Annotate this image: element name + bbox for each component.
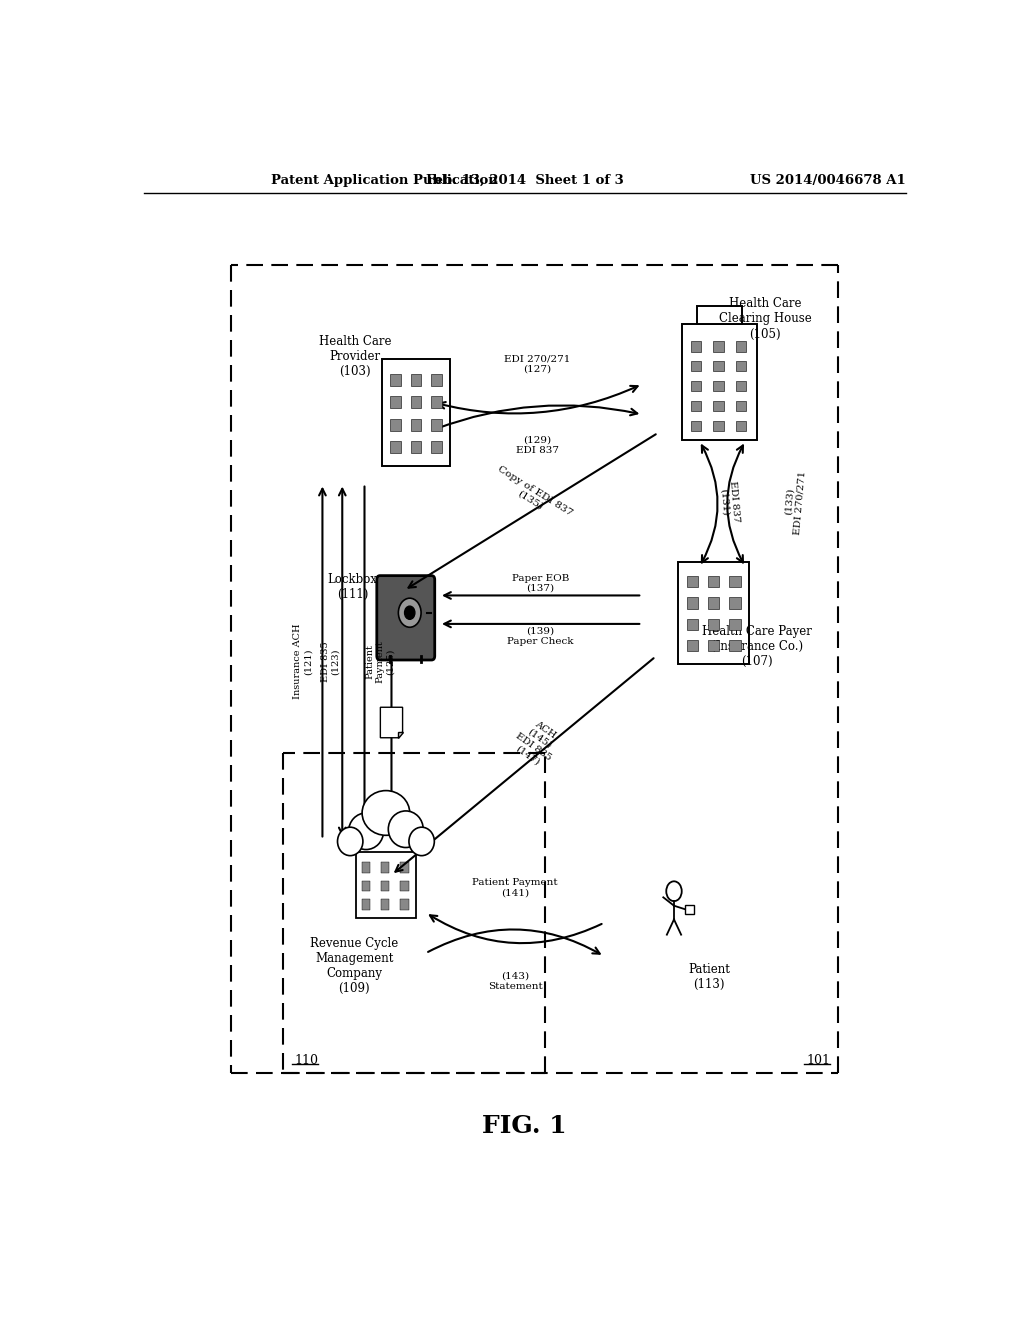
FancyBboxPatch shape bbox=[690, 421, 701, 432]
FancyBboxPatch shape bbox=[686, 640, 698, 651]
FancyBboxPatch shape bbox=[736, 421, 746, 432]
Text: Health Care
Clearing House
(105): Health Care Clearing House (105) bbox=[719, 297, 812, 341]
Text: Health Care Payer
(Insurance Co.)
(107): Health Care Payer (Insurance Co.) (107) bbox=[702, 624, 812, 668]
Text: Patient
(113): Patient (113) bbox=[688, 962, 730, 990]
FancyBboxPatch shape bbox=[729, 640, 740, 651]
Text: Patient
Payment
(125): Patient Payment (125) bbox=[366, 640, 395, 682]
FancyBboxPatch shape bbox=[690, 341, 701, 351]
FancyBboxPatch shape bbox=[377, 576, 435, 660]
FancyBboxPatch shape bbox=[362, 899, 371, 909]
FancyBboxPatch shape bbox=[381, 862, 389, 873]
FancyBboxPatch shape bbox=[390, 374, 401, 385]
Text: EDI 837
(131): EDI 837 (131) bbox=[718, 480, 741, 524]
Text: 101: 101 bbox=[807, 1055, 830, 1068]
FancyBboxPatch shape bbox=[390, 418, 401, 430]
Text: Paper EOB
(137): Paper EOB (137) bbox=[512, 574, 569, 593]
Text: (139)
Paper Check: (139) Paper Check bbox=[508, 627, 573, 645]
Text: Patient Payment
(141): Patient Payment (141) bbox=[472, 879, 558, 898]
Text: Feb. 13, 2014  Sheet 1 of 3: Feb. 13, 2014 Sheet 1 of 3 bbox=[426, 174, 624, 187]
Circle shape bbox=[404, 606, 415, 619]
Ellipse shape bbox=[348, 813, 384, 850]
FancyBboxPatch shape bbox=[686, 619, 698, 630]
FancyBboxPatch shape bbox=[729, 619, 740, 630]
FancyBboxPatch shape bbox=[686, 598, 698, 609]
FancyBboxPatch shape bbox=[708, 640, 720, 651]
Ellipse shape bbox=[338, 828, 362, 855]
FancyBboxPatch shape bbox=[411, 441, 422, 453]
Text: EDI 835
(123): EDI 835 (123) bbox=[321, 642, 340, 682]
FancyBboxPatch shape bbox=[411, 396, 422, 408]
FancyBboxPatch shape bbox=[736, 401, 746, 412]
FancyBboxPatch shape bbox=[708, 619, 720, 630]
FancyBboxPatch shape bbox=[382, 359, 450, 466]
FancyBboxPatch shape bbox=[713, 401, 724, 412]
FancyBboxPatch shape bbox=[411, 418, 422, 430]
Text: FIG. 1: FIG. 1 bbox=[482, 1114, 567, 1138]
FancyBboxPatch shape bbox=[400, 880, 409, 891]
FancyBboxPatch shape bbox=[381, 899, 389, 909]
FancyBboxPatch shape bbox=[690, 360, 701, 371]
FancyBboxPatch shape bbox=[400, 862, 409, 873]
FancyBboxPatch shape bbox=[362, 862, 371, 873]
FancyBboxPatch shape bbox=[431, 441, 441, 453]
FancyBboxPatch shape bbox=[362, 880, 371, 891]
Text: Health Care
Provider
(103): Health Care Provider (103) bbox=[318, 335, 391, 378]
Text: Copy of EDI 837
(135): Copy of EDI 837 (135) bbox=[490, 465, 574, 527]
FancyBboxPatch shape bbox=[736, 381, 746, 391]
Polygon shape bbox=[398, 731, 402, 738]
FancyBboxPatch shape bbox=[713, 421, 724, 432]
Text: Lockbox
(111): Lockbox (111) bbox=[328, 573, 378, 602]
FancyBboxPatch shape bbox=[685, 906, 693, 913]
Text: (143)
Statement: (143) Statement bbox=[487, 972, 543, 991]
Polygon shape bbox=[380, 708, 402, 738]
Circle shape bbox=[398, 598, 421, 627]
Text: 110: 110 bbox=[295, 1055, 318, 1068]
Text: Revenue Cycle
Management
Company
(109): Revenue Cycle Management Company (109) bbox=[310, 937, 398, 995]
FancyBboxPatch shape bbox=[696, 306, 741, 323]
FancyBboxPatch shape bbox=[682, 323, 757, 441]
Ellipse shape bbox=[362, 791, 410, 836]
FancyBboxPatch shape bbox=[736, 341, 746, 351]
FancyBboxPatch shape bbox=[713, 360, 724, 371]
Ellipse shape bbox=[388, 810, 423, 847]
Text: EDI 270/271
(127): EDI 270/271 (127) bbox=[504, 354, 570, 374]
FancyBboxPatch shape bbox=[736, 360, 746, 371]
Text: Insurance ACH
(121): Insurance ACH (121) bbox=[293, 624, 312, 700]
FancyBboxPatch shape bbox=[390, 441, 401, 453]
Text: (129)
EDI 837: (129) EDI 837 bbox=[516, 436, 559, 454]
FancyBboxPatch shape bbox=[431, 396, 441, 408]
Text: Patent Application Publication: Patent Application Publication bbox=[270, 174, 498, 187]
Text: (133)
EDI 270/271: (133) EDI 270/271 bbox=[782, 469, 807, 535]
FancyBboxPatch shape bbox=[431, 374, 441, 385]
FancyBboxPatch shape bbox=[390, 396, 401, 408]
FancyBboxPatch shape bbox=[708, 576, 720, 587]
FancyBboxPatch shape bbox=[729, 576, 740, 587]
FancyBboxPatch shape bbox=[678, 562, 750, 664]
FancyBboxPatch shape bbox=[713, 341, 724, 351]
FancyBboxPatch shape bbox=[690, 381, 701, 391]
Ellipse shape bbox=[409, 828, 434, 855]
FancyBboxPatch shape bbox=[708, 598, 720, 609]
FancyBboxPatch shape bbox=[713, 381, 724, 391]
FancyBboxPatch shape bbox=[400, 899, 409, 909]
FancyBboxPatch shape bbox=[381, 880, 389, 891]
Circle shape bbox=[667, 882, 682, 902]
Text: US 2014/0046678 A1: US 2014/0046678 A1 bbox=[750, 174, 905, 187]
FancyBboxPatch shape bbox=[686, 576, 698, 587]
FancyBboxPatch shape bbox=[431, 418, 441, 430]
FancyBboxPatch shape bbox=[690, 401, 701, 412]
FancyBboxPatch shape bbox=[411, 374, 422, 385]
FancyBboxPatch shape bbox=[356, 851, 416, 917]
FancyBboxPatch shape bbox=[729, 598, 740, 609]
Text: ACH
(145)
EDI 835
(147): ACH (145) EDI 835 (147) bbox=[508, 714, 565, 771]
